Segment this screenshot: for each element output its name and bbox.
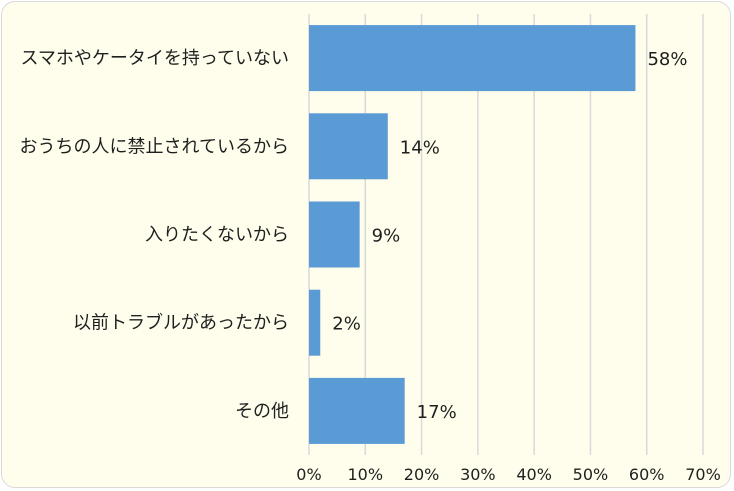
x-tick-label: 40% xyxy=(516,465,552,484)
x-tick-label: 70% xyxy=(685,465,721,484)
category-label: おうちの人に禁止されているから xyxy=(20,136,289,157)
bar xyxy=(309,377,405,444)
x-tick-label: 10% xyxy=(348,465,384,484)
category-label: スマホやケータイを持っていない xyxy=(20,48,289,69)
data-label: 9% xyxy=(372,226,401,247)
bar xyxy=(309,25,636,92)
data-label: 14% xyxy=(400,137,440,158)
bar xyxy=(309,201,360,268)
category-label: 以前トラブルがあったから xyxy=(73,312,289,334)
x-tick-label: 50% xyxy=(573,465,609,484)
x-tick-label: 20% xyxy=(404,465,440,484)
x-tick-label: 30% xyxy=(460,465,496,484)
bar xyxy=(309,289,321,356)
x-tick-label: 0% xyxy=(296,465,321,484)
category-label: 入りたくないから xyxy=(145,225,289,246)
data-label: 58% xyxy=(647,49,687,70)
data-label: 17% xyxy=(417,402,457,423)
x-tick-label: 60% xyxy=(629,465,665,484)
data-label: 2% xyxy=(332,314,361,335)
bar xyxy=(309,113,388,180)
category-label: その他 xyxy=(235,401,289,422)
